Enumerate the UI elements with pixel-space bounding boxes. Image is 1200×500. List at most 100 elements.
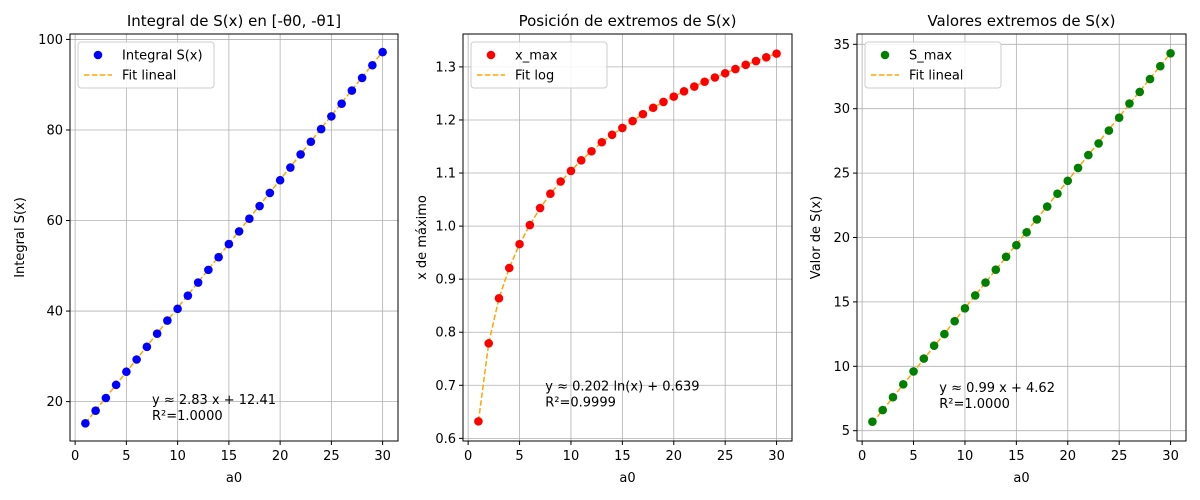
legend: x_max Fit log: [470, 41, 608, 89]
data-point: [607, 130, 617, 140]
data-point: [91, 406, 100, 415]
data-point: [909, 367, 918, 376]
data-point: [618, 123, 627, 133]
position-chart: 0 5 10 15 20 25 30 0.6 0.7 0.8 0.9 1.0 1.1 1.2 1.3 Posi…: [415, 12, 793, 486]
y-axis-label: Valor de S(x): [809, 196, 824, 279]
data-point: [515, 239, 524, 249]
data-point: [888, 392, 898, 402]
data-point: [111, 380, 121, 390]
data-point: [286, 163, 295, 172]
data-point: [193, 278, 203, 287]
x-tick-label: 20: [1059, 449, 1076, 464]
data-point: [868, 417, 877, 426]
data-point: [659, 97, 668, 107]
y-tick-label: 15: [833, 295, 850, 310]
data-point: [204, 265, 213, 275]
data-point: [1155, 61, 1165, 71]
data-point: [679, 87, 689, 96]
data-point: [1063, 176, 1073, 186]
legend: Integral S(x) Fit lineal: [77, 41, 215, 89]
y-tick-label: 0.9: [435, 273, 456, 288]
data-point: [474, 417, 483, 426]
data-point: [597, 137, 607, 147]
x-tick-label: 25: [717, 449, 734, 464]
legend-label-fit: Fit lineal: [122, 69, 176, 84]
x-tick-label: 25: [1111, 449, 1128, 464]
data-point: [484, 339, 494, 348]
legend-label-fit: Fit lineal: [909, 69, 963, 84]
data-point: [525, 220, 535, 230]
data-point: [255, 201, 264, 211]
data-point: [710, 73, 720, 82]
legend-label-points: S_max: [909, 49, 952, 64]
data-point: [1166, 49, 1175, 58]
data-point: [142, 342, 152, 352]
data-point: [669, 92, 679, 101]
data-point: [347, 86, 357, 95]
data-point: [898, 380, 908, 389]
legend-label-fit: Fit log: [515, 69, 554, 84]
x-axis-label: a0: [619, 471, 635, 486]
data-point: [700, 77, 709, 87]
y-tick-label: 5: [842, 424, 850, 439]
x-tick-label: 30: [768, 449, 785, 464]
y-tick-label: 35: [833, 38, 850, 53]
data-point: [1094, 139, 1103, 148]
data-point: [950, 316, 959, 326]
data-point: [690, 82, 699, 91]
data-point: [163, 316, 172, 325]
data-point: [1084, 150, 1093, 160]
x-tick-label: 0: [71, 449, 79, 464]
fit-equation: y ≈ 2.83 x + 12.41: [152, 393, 276, 408]
x-tick-label: 15: [614, 449, 631, 464]
y-tick-label: 25: [833, 167, 850, 182]
y-tick-label: 20: [833, 231, 850, 246]
data-point: [991, 265, 1001, 274]
x-tick-label: 30: [1162, 449, 1179, 464]
y-axis-label: Integral S(x): [13, 197, 28, 278]
legend-label-points: Integral S(x): [122, 49, 203, 64]
data-point: [1073, 163, 1083, 173]
data-point: [245, 214, 254, 224]
data-point: [1042, 202, 1052, 211]
data-point: [535, 203, 545, 213]
y-tick-label: 100: [38, 33, 63, 48]
x-tick-label: 30: [374, 449, 391, 464]
y-tick-label: 30: [833, 102, 850, 117]
legend: S_max Fit lineal: [864, 41, 1002, 89]
data-point: [132, 355, 141, 364]
data-point: [1001, 252, 1011, 262]
axes-frame: [69, 33, 399, 442]
data-point: [275, 175, 285, 185]
legend-box: [470, 41, 608, 89]
data-point: [731, 64, 740, 74]
data-point: [337, 99, 346, 109]
x-tick-label: 20: [272, 449, 289, 464]
data-point: [234, 227, 244, 236]
data-point: [306, 137, 316, 147]
data-point: [648, 103, 658, 113]
fit-r-squared: R²=1.0000: [939, 397, 1010, 412]
data-point: [546, 189, 555, 199]
data-point: [970, 291, 980, 300]
axes-frame: [462, 33, 793, 442]
data-point: [929, 341, 939, 350]
data-point: [173, 304, 182, 314]
data-point: [940, 329, 949, 339]
data-point: [265, 188, 275, 198]
data-point: [566, 166, 576, 176]
x-tick-label: 15: [221, 449, 238, 464]
data-point: [214, 252, 223, 262]
chart-title: Posición de extremos de S(x): [519, 12, 737, 30]
data-point: [504, 263, 514, 273]
y-tick-label: 20: [46, 395, 63, 410]
y-tick-label: 80: [46, 123, 63, 138]
data-point: [1012, 240, 1021, 250]
data-point: [183, 291, 193, 300]
data-point: [296, 150, 305, 159]
legend-marker-points: [880, 50, 890, 60]
data-point: [368, 60, 377, 70]
y-tick-label: 1.1: [435, 167, 456, 182]
